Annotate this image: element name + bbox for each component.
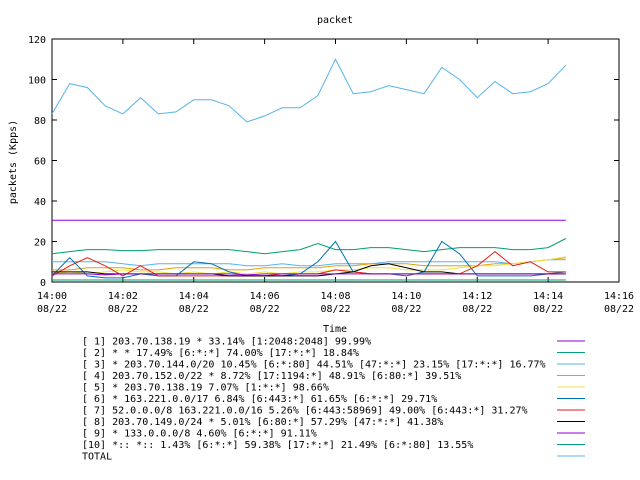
legend: [ 1] 203.70.138.19 * 33.14% [1:2048:2048… (82, 337, 585, 463)
x-tick-date-label: 08/22 (462, 304, 492, 315)
y-tick-label: 120 (28, 35, 46, 46)
legend-label: [ 4] 203.70.152.0/22 * 8.72% [17:1194:*]… (82, 371, 461, 382)
x-tick-label: 14:10 (391, 291, 421, 302)
legend-label: [ 6] * 163.221.0.0/17 6.84% [6:443:*] 61… (82, 394, 437, 405)
legend-label: [10] *:: *:: 1.43% [6:*:*] 59.38% [17:*:… (82, 440, 473, 451)
x-tick-label: 14:08 (320, 291, 350, 302)
legend-label: [ 9] * 133.0.0.0/8 4.60% [6:*:*] 91.11% (82, 429, 317, 440)
y-tick-label: 100 (28, 76, 46, 87)
x-axis-label: Time (323, 324, 347, 335)
x-tick-label: 14:02 (108, 291, 138, 302)
series-line-5 (51, 256, 566, 275)
legend-label: [ 5] * 203.70.138.19 7.07% [1:*:*] 98.66… (82, 383, 329, 394)
x-tick-date-label: 08/22 (108, 304, 138, 315)
x-tick-date-label: 08/22 (179, 304, 209, 315)
legend-label: [ 8] 203.70.149.0/24 * 5.01% [6:80:*] 57… (82, 417, 443, 428)
y-tick-label: 80 (34, 116, 46, 127)
x-tick-date-label: 08/22 (320, 304, 350, 315)
x-tick-label: 14:06 (250, 291, 280, 302)
x-tick-label: 14:12 (462, 291, 492, 302)
series-line-3 (52, 259, 566, 267)
legend-label: TOTAL (82, 452, 112, 463)
x-ticks: 14:00 08/22 14:02 08/22 14:04 08/22 14:06 08/22… (37, 39, 634, 315)
y-tick-label: 40 (34, 197, 46, 208)
legend-label: [ 3] * 203.70.144.0/20 10.45% [6:*:80] 4… (82, 360, 546, 371)
x-tick-label: 14:00 (37, 291, 67, 302)
y-tick-label: 60 (34, 157, 46, 168)
x-tick-date-label: 08/22 (604, 304, 634, 315)
x-tick-date-label: 08/22 (250, 304, 280, 315)
y-tick-label: 20 (34, 238, 46, 249)
y-tick-label: 0 (40, 278, 46, 289)
series-line-9 (52, 273, 566, 276)
series-line-2 (51, 238, 567, 255)
series-lines (51, 58, 567, 281)
x-tick-label: 14:14 (533, 291, 563, 302)
plot-frame (51, 38, 620, 283)
legend-label: [ 2] * * 17.49% [6:*:*] 74.00% [17:*:*] … (82, 348, 359, 359)
chart-title: packet (317, 15, 353, 26)
series-line-11 (51, 58, 567, 123)
y-ticks: 0 20 40 60 80 100 120 (28, 35, 619, 289)
y-axis-label: packets (Kpps) (8, 120, 19, 204)
x-tick-label: 14:16 (604, 291, 634, 302)
x-tick-date-label: 08/22 (37, 304, 67, 315)
x-tick-date-label: 08/22 (391, 304, 421, 315)
legend-label: [ 7] 52.0.0.0/8 163.221.0.0/16 5.26% [6:… (82, 406, 528, 417)
series-line-6 (51, 240, 566, 279)
x-tick-date-label: 08/22 (533, 304, 563, 315)
legend-label: [ 1] 203.70.138.19 * 33.14% [1:2048:2048… (82, 337, 371, 348)
x-tick-label: 14:04 (179, 291, 209, 302)
